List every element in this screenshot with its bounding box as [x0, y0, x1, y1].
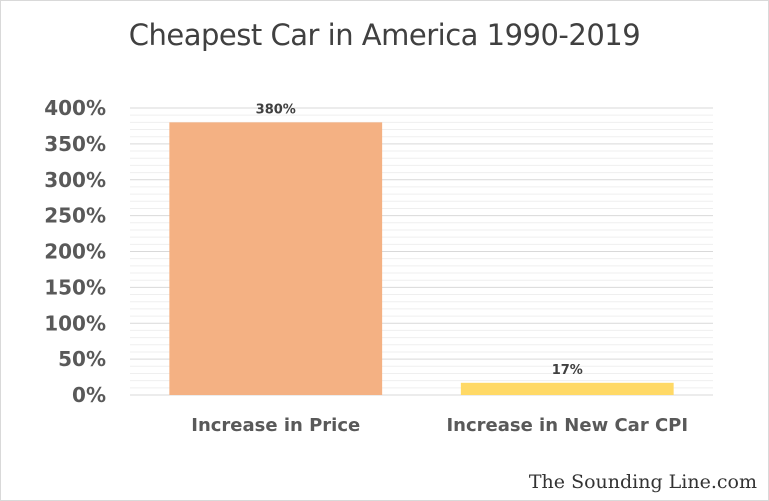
- chart-title: Cheapest Car in America 1990-2019: [128, 18, 641, 52]
- bar: [169, 122, 383, 395]
- y-tick-label: 400%: [44, 96, 106, 120]
- y-tick-label: 150%: [44, 275, 106, 299]
- y-tick-label: 300%: [44, 168, 106, 192]
- y-tick-label: 0%: [72, 383, 106, 407]
- x-tick-label: Increase in Price: [191, 415, 360, 436]
- x-tick-label: Increase in New Car CPI: [446, 415, 688, 436]
- y-tick-label: 50%: [58, 347, 106, 371]
- watermark: The Sounding Line.com: [528, 471, 757, 493]
- y-tick-label: 100%: [44, 311, 106, 335]
- data-label: 17%: [552, 363, 583, 378]
- bar: [460, 382, 674, 395]
- data-label: 380%: [256, 102, 296, 117]
- y-tick-label: 350%: [44, 132, 106, 156]
- y-tick-label: 200%: [44, 240, 106, 264]
- y-tick-label: 250%: [44, 204, 106, 228]
